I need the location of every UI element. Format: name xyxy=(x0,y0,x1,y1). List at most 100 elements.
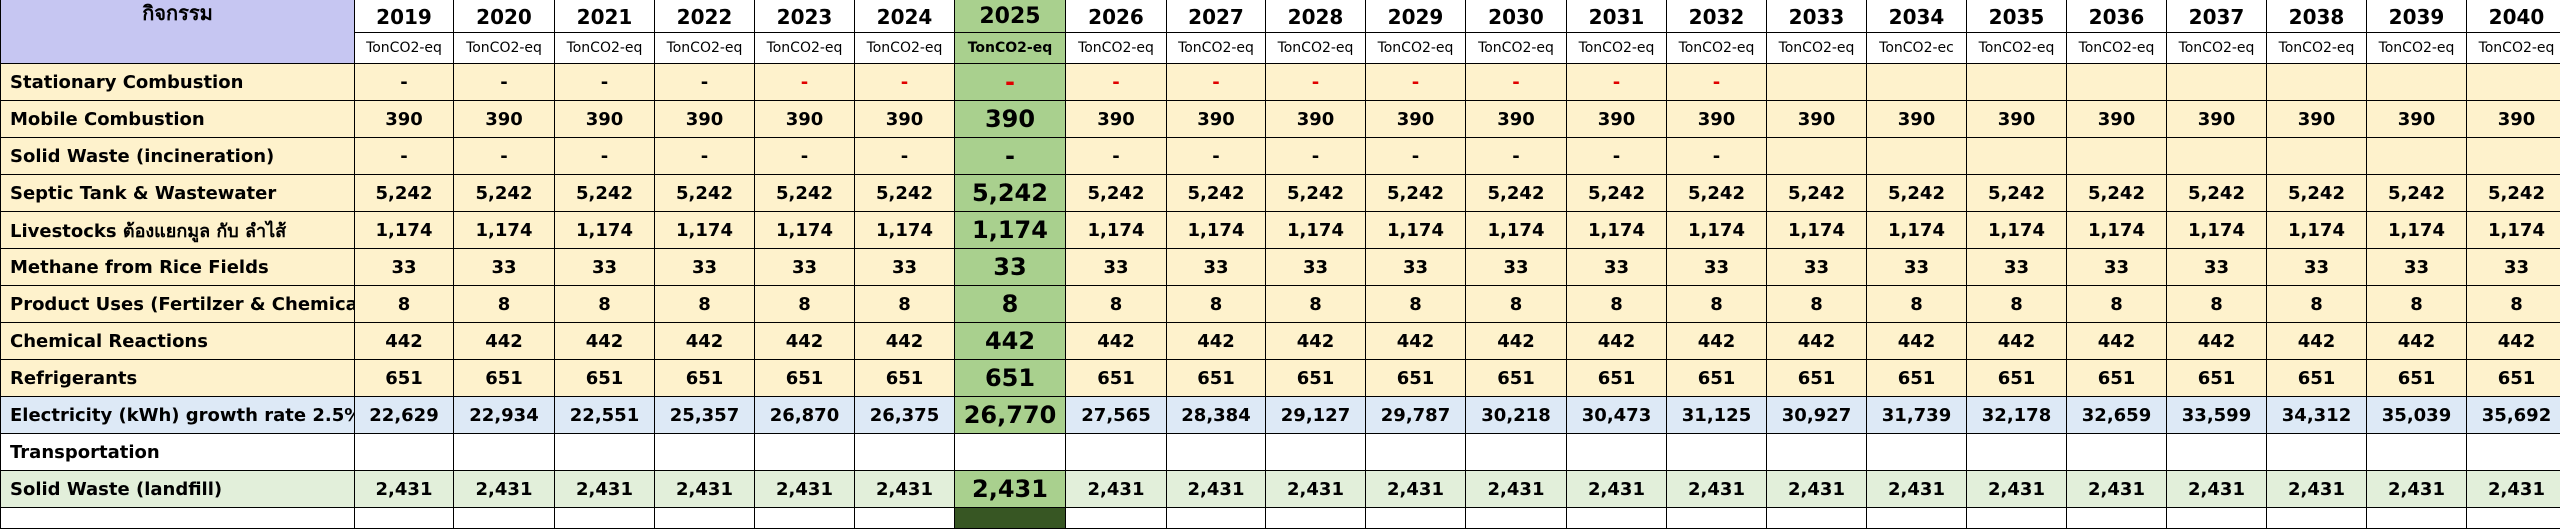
value-cell[interactable]: 33 xyxy=(2167,249,2267,286)
value-cell[interactable]: 5,242 xyxy=(2267,175,2367,212)
value-cell[interactable]: - xyxy=(755,64,855,101)
value-cell[interactable]: 22,551 xyxy=(555,397,655,434)
value-cell[interactable] xyxy=(1867,64,1967,101)
value-cell[interactable]: - xyxy=(655,138,755,175)
year-header-cell[interactable]: 2023 xyxy=(755,0,855,33)
value-cell[interactable]: 8 xyxy=(1466,286,1567,323)
value-cell[interactable]: 1,174 xyxy=(555,212,655,249)
value-cell[interactable]: 442 xyxy=(1066,323,1167,360)
value-cell[interactable]: 8 xyxy=(2267,286,2367,323)
row-label-cell[interactable]: Product Uses (Fertilzer & Chemicals xyxy=(1,286,355,323)
unit-cell[interactable]: TonCO2-eq xyxy=(1167,33,1266,64)
empty-cell[interactable] xyxy=(2467,508,2560,529)
value-cell[interactable] xyxy=(855,434,955,471)
value-cell[interactable]: 390 xyxy=(454,101,555,138)
row-label-cell[interactable]: Solid Waste (landfill) xyxy=(1,471,355,508)
value-cell[interactable]: 390 xyxy=(755,101,855,138)
value-cell-highlight[interactable]: - xyxy=(955,64,1066,101)
value-cell[interactable]: 442 xyxy=(655,323,755,360)
value-cell[interactable]: 2,431 xyxy=(355,471,454,508)
year-header-cell[interactable]: 2032 xyxy=(1667,0,1767,33)
value-cell[interactable]: 2,431 xyxy=(1066,471,1167,508)
empty-cell[interactable] xyxy=(1867,508,1967,529)
value-cell[interactable]: 33 xyxy=(1867,249,1967,286)
value-cell[interactable] xyxy=(1867,434,1967,471)
value-cell[interactable]: 390 xyxy=(1266,101,1366,138)
value-cell[interactable]: 390 xyxy=(2367,101,2467,138)
value-cell[interactable]: - xyxy=(1167,138,1266,175)
value-cell[interactable]: 35,039 xyxy=(2367,397,2467,434)
value-cell[interactable]: 442 xyxy=(1567,323,1667,360)
value-cell[interactable]: 651 xyxy=(655,360,755,397)
value-cell[interactable]: 1,174 xyxy=(1667,212,1767,249)
empty-cell[interactable] xyxy=(1266,508,1366,529)
value-cell[interactable]: 33 xyxy=(1567,249,1667,286)
value-cell[interactable]: 1,174 xyxy=(1867,212,1967,249)
value-cell[interactable]: 651 xyxy=(1066,360,1167,397)
activity-header-cell[interactable]: กิจกรรม xyxy=(1,0,355,64)
value-cell[interactable] xyxy=(1767,138,1867,175)
unit-cell[interactable]: TonCO2-eq xyxy=(2367,33,2467,64)
value-cell[interactable]: 32,178 xyxy=(1967,397,2067,434)
value-cell[interactable]: 33 xyxy=(454,249,555,286)
value-cell[interactable]: 390 xyxy=(655,101,755,138)
value-cell[interactable] xyxy=(2367,64,2467,101)
value-cell[interactable]: 442 xyxy=(2067,323,2167,360)
value-cell[interactable]: 1,174 xyxy=(1767,212,1867,249)
empty-cell[interactable] xyxy=(2167,508,2267,529)
year-header-cell[interactable]: 2028 xyxy=(1266,0,1366,33)
value-cell[interactable]: 8 xyxy=(655,286,755,323)
unit-cell[interactable]: TonCO2-eq xyxy=(1967,33,2067,64)
value-cell[interactable]: 33 xyxy=(2067,249,2167,286)
value-cell[interactable]: 5,242 xyxy=(1066,175,1167,212)
value-cell[interactable]: 651 xyxy=(1167,360,1266,397)
empty-cell[interactable] xyxy=(555,508,655,529)
value-cell[interactable]: 26,870 xyxy=(755,397,855,434)
value-cell[interactable]: 5,242 xyxy=(1867,175,1967,212)
unit-cell-highlight[interactable]: TonCO2-eq xyxy=(955,33,1066,64)
row-label-cell[interactable]: Mobile Combustion xyxy=(1,101,355,138)
unit-cell[interactable]: TonCO2-eq xyxy=(555,33,655,64)
empty-cell[interactable] xyxy=(2067,508,2167,529)
value-cell[interactable]: 5,242 xyxy=(1667,175,1767,212)
year-header-cell[interactable]: 2026 xyxy=(1066,0,1167,33)
value-cell[interactable]: 442 xyxy=(855,323,955,360)
value-cell[interactable]: - xyxy=(1667,138,1767,175)
value-cell[interactable]: 390 xyxy=(1967,101,2067,138)
value-cell[interactable] xyxy=(1767,434,1867,471)
value-cell[interactable]: - xyxy=(555,64,655,101)
year-header-cell[interactable]: 2019 xyxy=(355,0,454,33)
value-cell[interactable] xyxy=(454,434,555,471)
year-header-cell[interactable]: 2020 xyxy=(454,0,555,33)
value-cell[interactable]: 33 xyxy=(1366,249,1466,286)
value-cell[interactable] xyxy=(655,434,755,471)
value-cell[interactable]: - xyxy=(1667,64,1767,101)
value-cell[interactable]: 442 xyxy=(454,323,555,360)
value-cell[interactable]: - xyxy=(1266,64,1366,101)
empty-cell[interactable] xyxy=(2367,508,2467,529)
value-cell[interactable]: 2,431 xyxy=(1667,471,1767,508)
value-cell[interactable]: - xyxy=(1266,138,1366,175)
year-header-cell[interactable]: 2037 xyxy=(2167,0,2267,33)
value-cell[interactable] xyxy=(2067,64,2167,101)
value-cell[interactable]: - xyxy=(1066,138,1167,175)
value-cell[interactable] xyxy=(2367,138,2467,175)
empty-cell[interactable] xyxy=(2267,508,2367,529)
value-cell[interactable]: 28,384 xyxy=(1167,397,1266,434)
year-header-cell[interactable]: 2029 xyxy=(1366,0,1466,33)
value-cell[interactable]: 33 xyxy=(855,249,955,286)
value-cell[interactable]: 651 xyxy=(2067,360,2167,397)
value-cell[interactable]: 2,431 xyxy=(555,471,655,508)
value-cell[interactable]: - xyxy=(1066,64,1167,101)
value-cell[interactable]: 30,927 xyxy=(1767,397,1867,434)
value-cell[interactable]: 33 xyxy=(1767,249,1867,286)
value-cell[interactable]: 32,659 xyxy=(2067,397,2167,434)
year-header-cell[interactable]: 2035 xyxy=(1967,0,2067,33)
year-header-cell[interactable]: 2022 xyxy=(655,0,755,33)
value-cell[interactable]: 442 xyxy=(2467,323,2560,360)
value-cell[interactable]: 390 xyxy=(1867,101,1967,138)
value-cell[interactable] xyxy=(2467,138,2560,175)
value-cell[interactable]: 2,431 xyxy=(2267,471,2367,508)
year-header-cell[interactable]: 2031 xyxy=(1567,0,1667,33)
value-cell[interactable]: 651 xyxy=(1967,360,2067,397)
